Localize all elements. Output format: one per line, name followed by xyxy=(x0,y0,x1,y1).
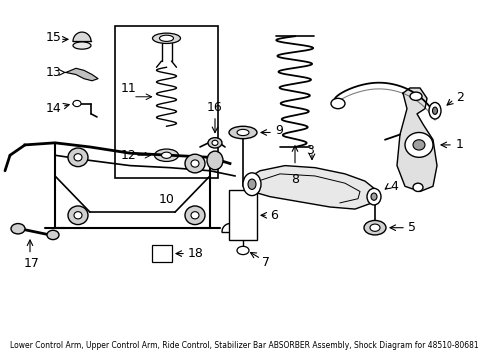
Ellipse shape xyxy=(243,173,261,195)
Ellipse shape xyxy=(412,183,422,192)
Polygon shape xyxy=(396,88,436,192)
Ellipse shape xyxy=(431,107,437,114)
Ellipse shape xyxy=(370,193,376,200)
Ellipse shape xyxy=(228,126,257,139)
Ellipse shape xyxy=(247,179,256,189)
Ellipse shape xyxy=(330,98,345,109)
Ellipse shape xyxy=(412,140,424,150)
Ellipse shape xyxy=(47,230,59,240)
Ellipse shape xyxy=(206,151,223,170)
Ellipse shape xyxy=(428,103,440,119)
Polygon shape xyxy=(247,166,377,209)
Ellipse shape xyxy=(68,206,88,225)
Text: 2: 2 xyxy=(455,91,463,104)
Text: 18: 18 xyxy=(187,247,203,260)
Ellipse shape xyxy=(404,132,432,157)
Ellipse shape xyxy=(184,154,204,173)
Text: 7: 7 xyxy=(262,256,269,269)
Text: 13: 13 xyxy=(46,66,61,79)
Text: 12: 12 xyxy=(121,149,137,162)
Text: 11: 11 xyxy=(121,82,137,95)
Ellipse shape xyxy=(11,224,25,234)
Ellipse shape xyxy=(73,42,91,49)
Ellipse shape xyxy=(212,140,218,145)
Ellipse shape xyxy=(152,33,180,44)
Ellipse shape xyxy=(73,100,81,107)
Polygon shape xyxy=(66,68,98,81)
Text: 17: 17 xyxy=(24,257,40,270)
Ellipse shape xyxy=(184,206,204,225)
Ellipse shape xyxy=(366,188,380,205)
Text: 10: 10 xyxy=(158,193,174,206)
Text: 6: 6 xyxy=(269,209,277,222)
Text: 14: 14 xyxy=(46,102,61,115)
Ellipse shape xyxy=(159,35,173,41)
Text: 8: 8 xyxy=(290,173,298,186)
Text: 1: 1 xyxy=(455,138,463,152)
Ellipse shape xyxy=(237,129,248,136)
Ellipse shape xyxy=(68,148,88,167)
Ellipse shape xyxy=(369,224,379,231)
Ellipse shape xyxy=(154,149,178,161)
Text: 3: 3 xyxy=(305,144,313,157)
Ellipse shape xyxy=(161,152,171,158)
Text: 15: 15 xyxy=(46,31,62,44)
Bar xyxy=(115,26,218,178)
Ellipse shape xyxy=(74,212,82,219)
Ellipse shape xyxy=(207,138,222,148)
Ellipse shape xyxy=(191,212,199,219)
Text: 16: 16 xyxy=(207,101,223,114)
Text: 4: 4 xyxy=(389,180,397,193)
Ellipse shape xyxy=(409,92,421,100)
Bar xyxy=(228,190,257,240)
Text: Lower Control Arm, Upper Control Arm, Ride Control, Stabilizer Bar ABSORBER Asse: Lower Control Arm, Upper Control Arm, Ri… xyxy=(10,341,478,350)
Ellipse shape xyxy=(237,246,248,255)
Text: 5: 5 xyxy=(407,221,415,234)
Bar xyxy=(152,245,172,262)
Ellipse shape xyxy=(363,220,385,235)
Text: 9: 9 xyxy=(274,124,282,137)
Ellipse shape xyxy=(191,160,199,167)
Ellipse shape xyxy=(74,154,82,161)
